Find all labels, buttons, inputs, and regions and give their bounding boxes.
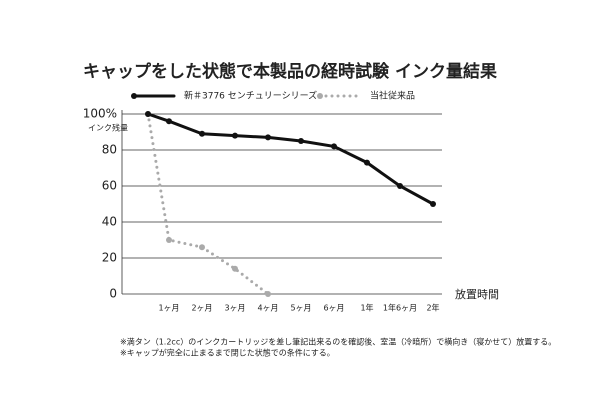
y-tick-label: 20: [102, 251, 117, 265]
x-tick-label: 5ヶ月: [290, 304, 311, 313]
x-tick-label: 2年: [426, 303, 439, 313]
data-point: [265, 291, 271, 297]
y-tick-label: 100%: [83, 107, 117, 121]
x-tick-label: 2ヶ月: [191, 304, 212, 313]
note: ※満タン（1.2cc）のインクカートリッジを差し筆記出来るのを確認後、室温（冷暗…: [120, 337, 556, 347]
x-tick-label: 1年6ヶ月: [383, 303, 417, 313]
legend-marker: [131, 93, 137, 99]
x-tick-label: 4ヶ月: [257, 304, 278, 313]
data-point: [232, 265, 238, 272]
data-point: [430, 201, 436, 207]
data-point: [265, 134, 271, 141]
data-point: [145, 111, 151, 117]
legend-label: 当社従来品: [370, 90, 415, 102]
data-point: [331, 143, 337, 150]
y-axis-label: インク残量: [88, 123, 128, 133]
series-line: [146, 112, 435, 206]
note: ※キャップが完全に止まるまで閉じた状態での条件にする。: [120, 348, 335, 358]
y-tick-label: 40: [102, 215, 117, 229]
data-point: [364, 159, 370, 166]
y-tick-label: 80: [102, 143, 117, 157]
chart-title: キャップをした状態で本製品の経時試験 インク量結果: [83, 61, 497, 82]
x-tick-label: 1年: [360, 303, 373, 313]
data-point: [397, 183, 403, 189]
data-point: [232, 132, 238, 139]
x-tick-label: 6ヶ月: [323, 304, 344, 313]
series-line: [146, 112, 270, 296]
y-tick-label: 0: [109, 287, 117, 301]
legend-label: 新＃3776 センチュリーシリーズ: [184, 90, 317, 102]
legend-marker: [317, 93, 323, 99]
y-tick-label: 60: [102, 179, 117, 193]
data-point: [166, 237, 172, 243]
data-point: [166, 118, 172, 125]
x-tick-label: 1ヶ月: [158, 304, 179, 313]
data-point: [298, 138, 304, 144]
x-tick-label: 3ヶ月: [224, 304, 245, 313]
x-axis-label: 放置時間: [455, 287, 499, 301]
data-point: [199, 244, 205, 251]
data-point: [199, 130, 205, 137]
